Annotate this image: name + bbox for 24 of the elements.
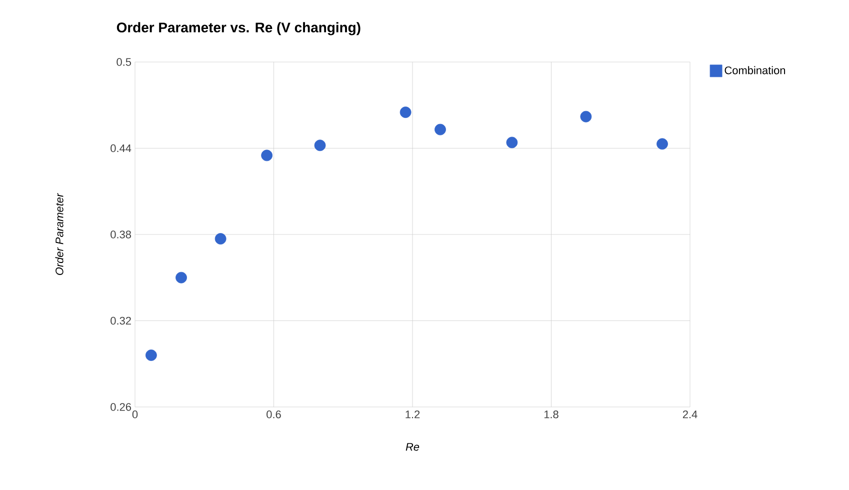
x-tick-label: 0.6 bbox=[266, 410, 281, 418]
legend-label: Combination bbox=[724, 66, 786, 74]
point bbox=[434, 124, 446, 136]
y-tick-label: 0.38 bbox=[110, 230, 132, 238]
y-axis-title: Order Parameter bbox=[55, 193, 64, 275]
point bbox=[656, 138, 668, 150]
y-tick-label: 0.44 bbox=[110, 144, 132, 152]
x-tick-label: 1.2 bbox=[406, 410, 420, 418]
y-tick-label: 0.32 bbox=[110, 316, 131, 325]
x-tick-label: 0 bbox=[132, 410, 138, 418]
x-tick-label: 2.4 bbox=[682, 410, 698, 418]
point bbox=[580, 110, 592, 122]
y-tick-label: 0.26 bbox=[110, 403, 132, 411]
point bbox=[506, 136, 518, 148]
y-tick-label: 0.5 bbox=[116, 58, 132, 66]
point bbox=[261, 150, 273, 162]
chart-title: Order Parameter vs. Re (V changing) bbox=[116, 22, 360, 36]
point bbox=[176, 272, 187, 284]
x-axis-title: Re bbox=[406, 443, 420, 451]
point bbox=[214, 233, 226, 244]
point bbox=[145, 350, 157, 361]
point bbox=[314, 140, 326, 152]
x-tick-label: 1.8 bbox=[544, 410, 558, 418]
point bbox=[400, 106, 412, 118]
